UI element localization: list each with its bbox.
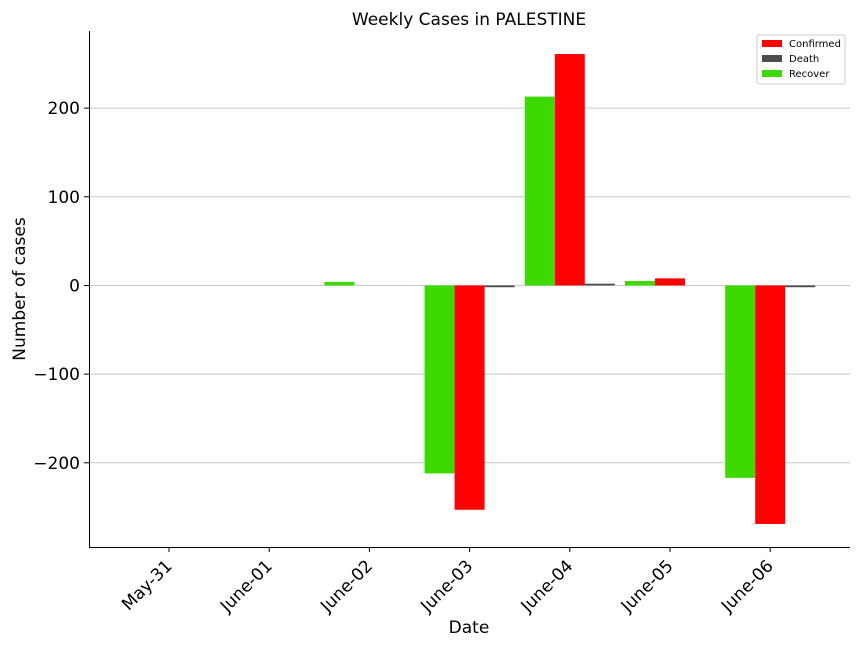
x-tick-label: June-02 (316, 556, 377, 617)
y-tick-label: −100 (33, 365, 80, 385)
bar-recover (324, 281, 355, 286)
x-tick-label: June-04 (517, 556, 578, 617)
bar-recover (725, 285, 756, 478)
y-axis-label: Number of cases (10, 217, 30, 361)
bar-confirmed (755, 285, 786, 524)
x-tick-label: June-06 (717, 556, 778, 617)
bar-recover (524, 96, 555, 286)
y-tick-label: 200 (48, 99, 80, 119)
chart-title: Weekly Cases in PALESTINE (352, 10, 586, 30)
bar-recover (625, 281, 655, 286)
y-tick-label: −200 (33, 454, 80, 474)
legend-swatch (762, 40, 782, 47)
x-ticks: May-31 June-01 June-02 June-03 June-04 June-0… (118, 547, 778, 617)
bar-confirmed (655, 278, 685, 286)
bars (324, 54, 816, 524)
bar-death (484, 285, 515, 288)
y-tick-label: 0 (69, 276, 80, 296)
y-tick-label: 100 (48, 188, 80, 208)
legend-label: Recover (789, 69, 830, 80)
bar-confirmed (554, 54, 585, 286)
x-tick-label: June-05 (617, 556, 678, 617)
legend-swatch (762, 55, 782, 62)
bar-recover (424, 285, 455, 474)
bar-death (785, 285, 816, 288)
bar-confirmed (454, 285, 485, 510)
x-tick-label: May-31 (118, 556, 176, 614)
legend-label: Confirmed (789, 39, 841, 50)
x-tick-label: June-03 (416, 556, 477, 617)
bar-death (584, 283, 615, 286)
y-ticks: −200 −100 0 100 200 (33, 99, 89, 474)
legend-label: Death (789, 54, 819, 65)
x-tick-label: June-01 (216, 556, 277, 617)
legend-swatch (762, 70, 782, 77)
legend: Confirmed Death Recover (756, 34, 846, 85)
x-axis-label: Date (449, 618, 490, 638)
